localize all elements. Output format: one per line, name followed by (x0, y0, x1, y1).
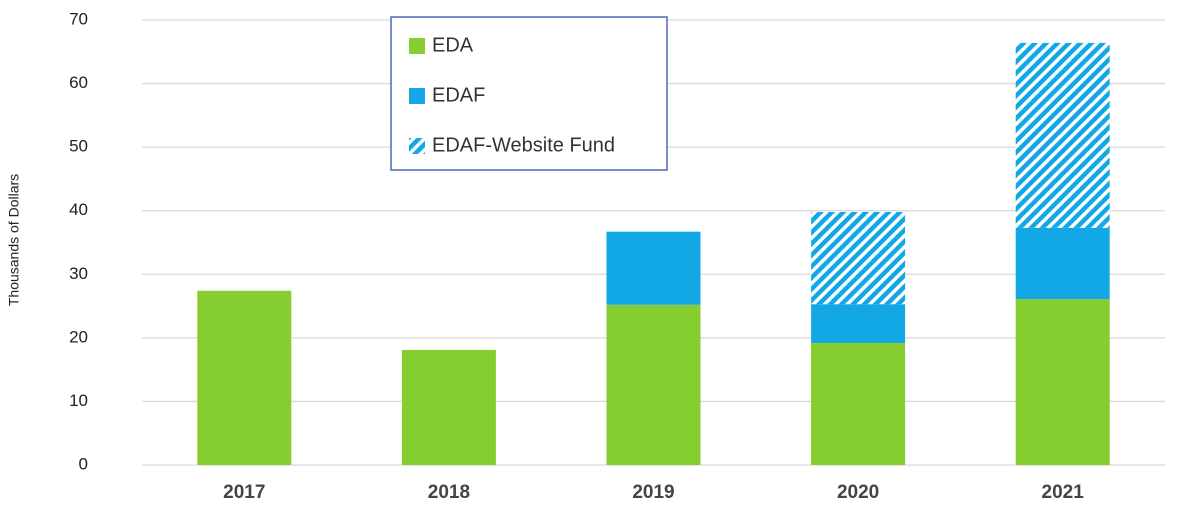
x-tick-label: 2020 (837, 482, 879, 503)
legend-swatch (409, 138, 425, 154)
bar-segment (401, 349, 496, 465)
bar-segment (811, 304, 906, 343)
bar-segment (811, 211, 906, 305)
y-tick-label: 20 (69, 327, 88, 346)
x-tick-label: 2017 (223, 482, 265, 503)
legend-label: EDA (432, 34, 474, 56)
legend-box (390, 16, 668, 171)
legend-swatch (409, 88, 425, 104)
y-tick-label: 10 (69, 391, 88, 410)
y-tick-label: 30 (69, 264, 88, 283)
bar-segment (1015, 42, 1110, 228)
x-tick-label: 2019 (632, 482, 674, 503)
x-tick-label: 2018 (428, 482, 470, 503)
bar-segment (606, 231, 701, 305)
y-tick-label: 40 (69, 200, 88, 219)
bar-segment (1015, 299, 1110, 465)
bar-segment (811, 342, 906, 465)
legend-label: EDAF (432, 84, 485, 106)
bar-segment (606, 304, 701, 465)
y-tick-label: 70 (69, 9, 88, 28)
bar-segment (1015, 227, 1110, 300)
y-tick-label: 60 (69, 73, 88, 92)
x-tick-label: 2021 (1042, 482, 1085, 503)
legend-label: EDAF-Website Fund (432, 134, 615, 156)
y-tick-label: 50 (69, 137, 88, 156)
y-tick-label: 0 (79, 454, 88, 473)
y-axis-title: Thousands of Dollars (6, 174, 22, 306)
bar-segment (197, 290, 292, 465)
legend-swatch (409, 38, 425, 54)
